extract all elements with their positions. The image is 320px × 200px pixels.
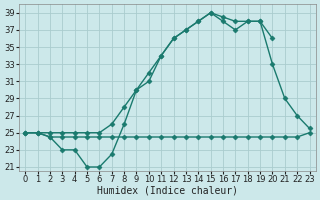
X-axis label: Humidex (Indice chaleur): Humidex (Indice chaleur) (97, 186, 238, 196)
